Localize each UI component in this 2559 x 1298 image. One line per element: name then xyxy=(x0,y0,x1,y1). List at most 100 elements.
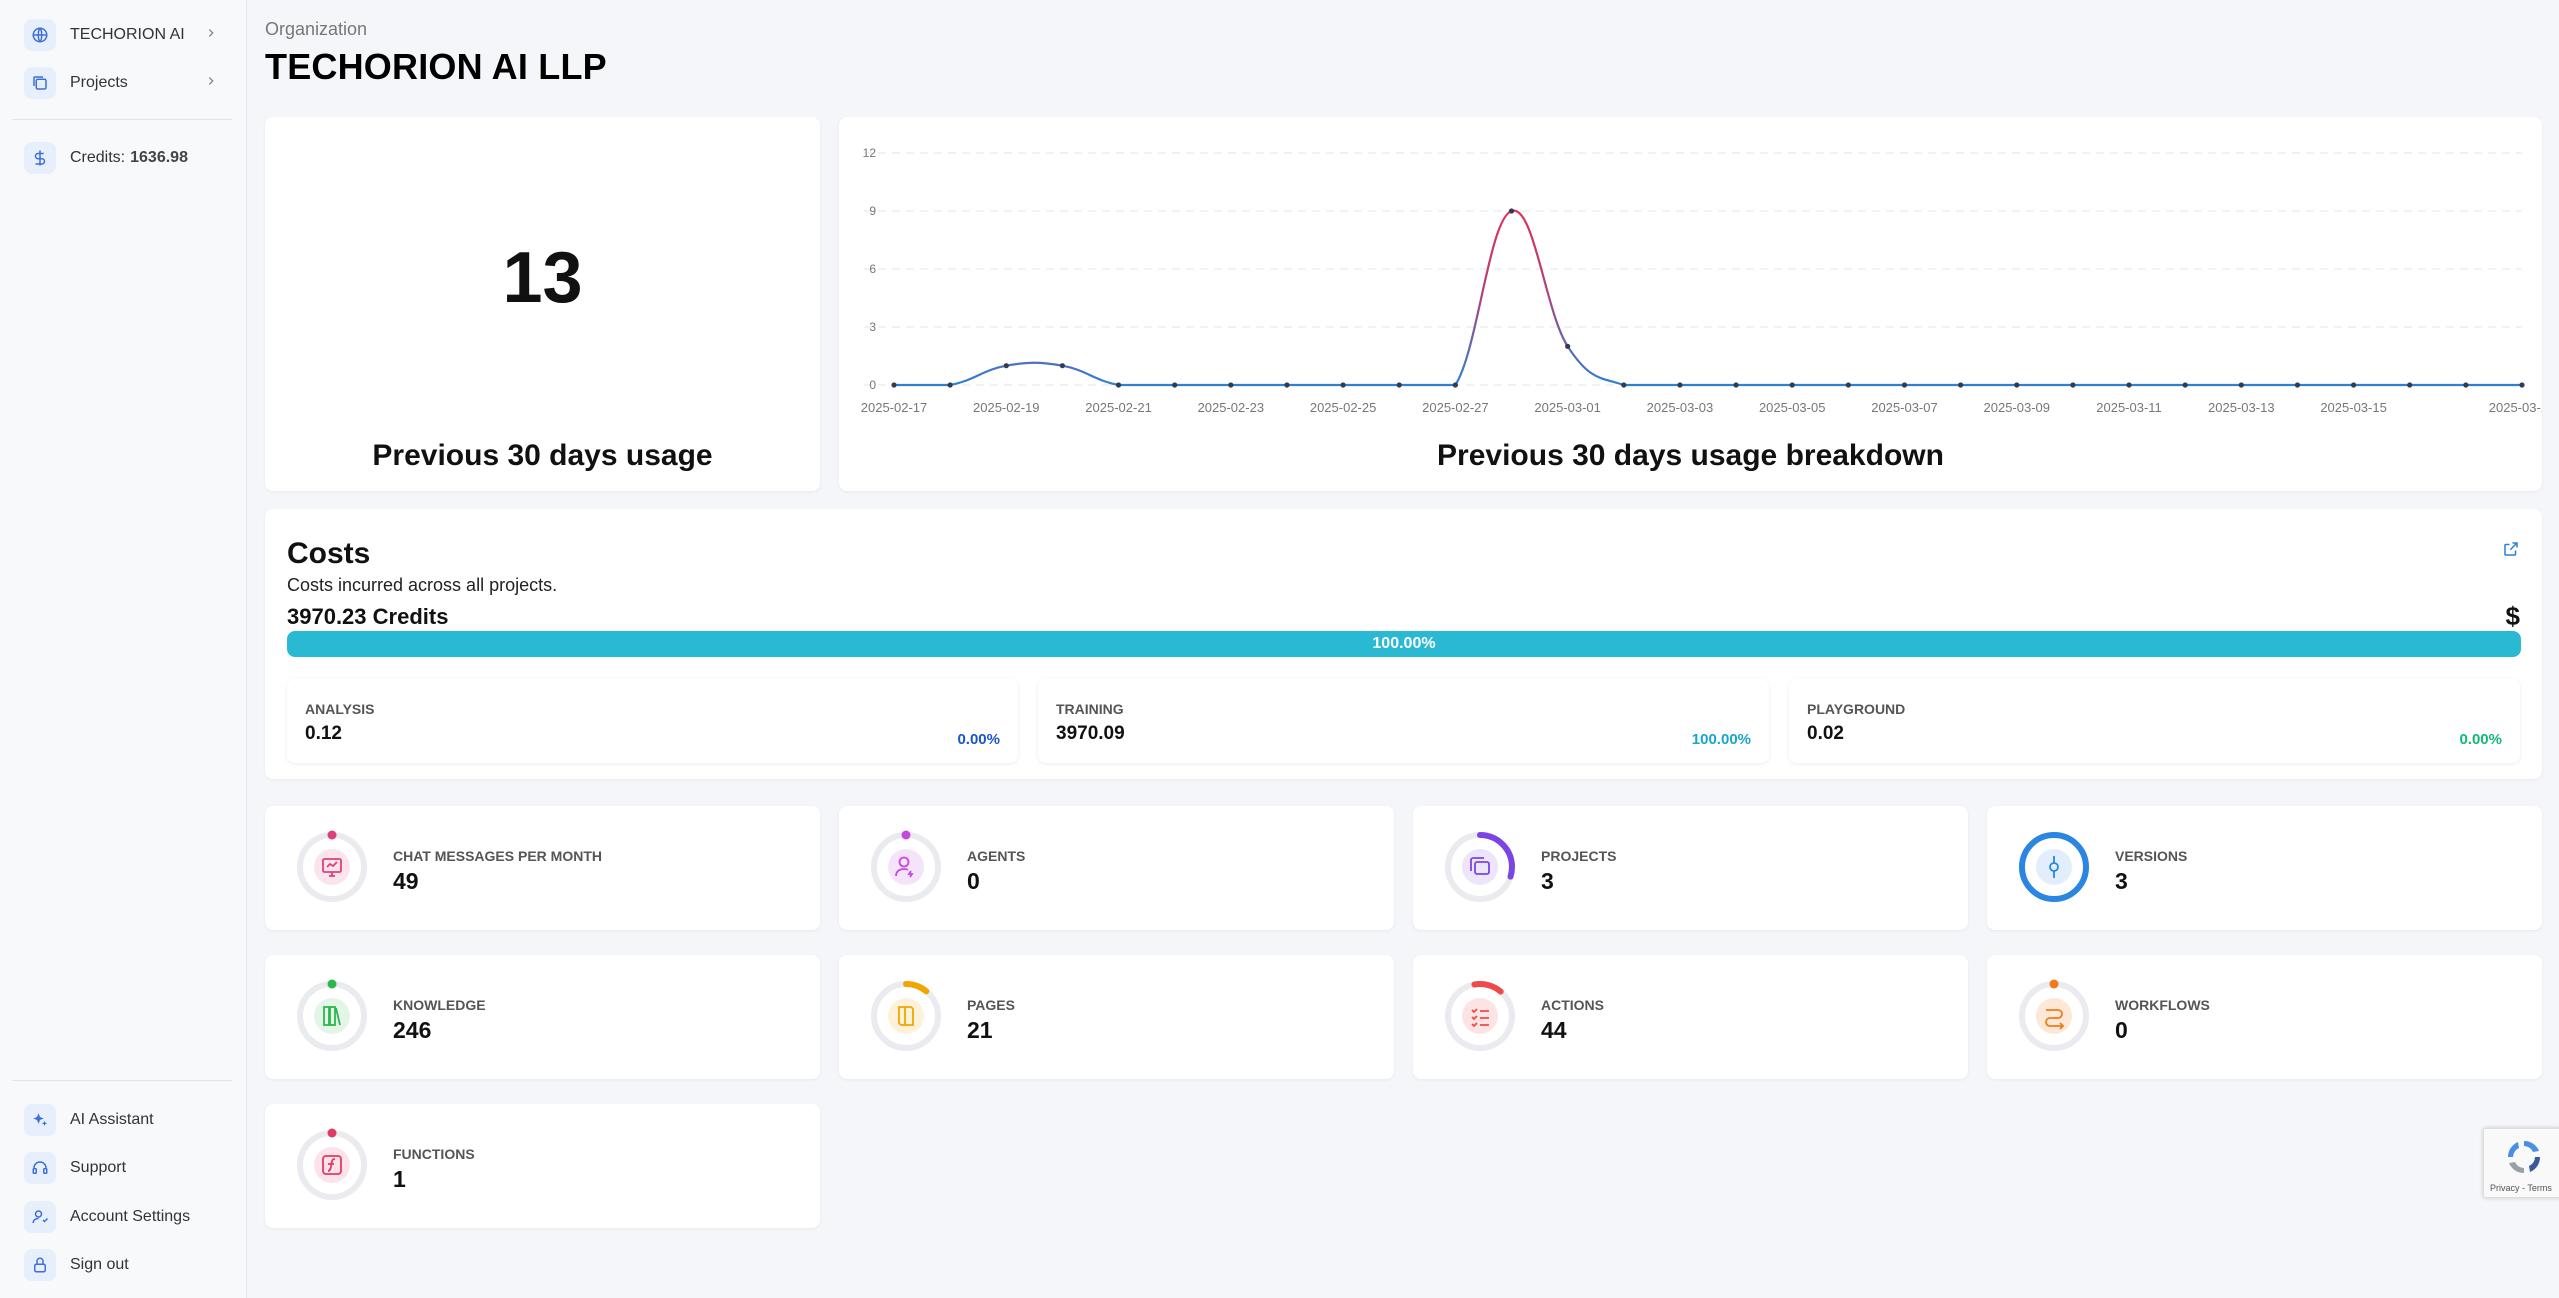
x-tick-label: 2025-02-17 xyxy=(861,400,928,415)
sidebar-item-label: Account Settings xyxy=(70,1208,191,1225)
cost-item-training: TRAINING 3970.09 100.00% xyxy=(1038,679,1769,763)
stat-actions[interactable]: ACTIONS 44 xyxy=(1413,955,1968,1079)
recaptcha-text: Privacy - Terms xyxy=(2490,1183,2552,1193)
data-point xyxy=(1958,382,1964,388)
chevron-right-icon xyxy=(204,26,218,45)
x-tick-label: 2025-03-05 xyxy=(1759,400,1826,415)
stat-chat-messages[interactable]: CHAT MESSAGES PER MONTH 49 xyxy=(265,806,820,930)
data-point xyxy=(1565,343,1571,349)
x-tick-label: 2025-03-15 xyxy=(2320,400,2387,415)
dollar-icon xyxy=(24,142,56,174)
version-icon xyxy=(2019,832,2089,902)
x-tick-label: 2025-03-03 xyxy=(1647,400,1714,415)
page-title: TECHORION AI LLP xyxy=(265,46,607,87)
sidebar-item-label: Projects xyxy=(70,74,128,91)
data-point xyxy=(1677,382,1683,388)
external-link-icon[interactable] xyxy=(2502,540,2520,563)
usage-total: 13 xyxy=(502,238,583,318)
data-point xyxy=(1845,382,1851,388)
projects-icon xyxy=(1445,832,1515,902)
org-switcher-label: TECHORION AI xyxy=(70,26,185,43)
data-point xyxy=(1733,382,1739,388)
cost-item-label: TRAINING xyxy=(1056,701,1124,717)
x-tick-label: 2025-02-27 xyxy=(1422,400,1489,415)
cost-item-percent: 100.00% xyxy=(1691,731,1751,748)
book-icon xyxy=(871,981,941,1051)
data-point xyxy=(1284,382,1290,388)
projects-icon xyxy=(24,67,56,99)
data-point xyxy=(1059,363,1066,369)
sidebar-item-projects[interactable]: Projects xyxy=(24,65,224,101)
x-tick-label: 2025-03-13 xyxy=(2208,400,2275,415)
cost-item-value: 0.02 xyxy=(1807,723,1844,744)
stat-pages[interactable]: PAGES 21 xyxy=(839,955,1394,1079)
cost-item-value: 3970.09 xyxy=(1056,723,1125,744)
data-point xyxy=(2014,382,2020,388)
y-tick-label: 9 xyxy=(869,204,876,218)
x-tick-label: 2025-02-21 xyxy=(1085,400,1152,415)
stat-knowledge[interactable]: KNOWLEDGE 246 xyxy=(265,955,820,1079)
x-tick-label: 2025-02-25 xyxy=(1310,400,1377,415)
data-point xyxy=(2519,382,2525,388)
x-tick-label: 2025-03-01 xyxy=(1534,400,1601,415)
data-point xyxy=(2463,382,2469,388)
stat-value: 0 xyxy=(967,868,980,894)
org-switcher[interactable]: TECHORION AI xyxy=(24,17,224,53)
cost-item-percent: 0.00% xyxy=(2459,731,2502,748)
cost-item-value: 0.12 xyxy=(305,723,342,744)
stat-value: 21 xyxy=(967,1017,993,1043)
breakdown-caption: Previous 30 days usage breakdown xyxy=(1437,439,1944,472)
stat-functions[interactable]: FUNCTIONS 1 xyxy=(265,1104,820,1228)
data-point xyxy=(1508,208,1515,214)
stat-label: KNOWLEDGE xyxy=(393,997,486,1013)
sidebar-item-label: Support xyxy=(70,1159,127,1176)
x-tick-label: 2025-03-11 xyxy=(2096,400,2162,415)
data-point xyxy=(2294,382,2301,388)
costs-subtitle: Costs incurred across all projects. xyxy=(287,575,558,595)
usage-breakdown-card: 0 3 6 9 12 2025-02-17 2025-02-19 2025-02-21 202… xyxy=(839,117,2542,491)
cost-item-label: ANALYSIS xyxy=(305,701,375,717)
sidebar-item-support[interactable]: Support xyxy=(24,1150,224,1186)
recaptcha-badge[interactable]: Privacy - Terms xyxy=(2483,1128,2559,1198)
recaptcha-icon xyxy=(2507,1140,2541,1174)
stat-value: 246 xyxy=(393,1017,432,1043)
stat-label: FUNCTIONS xyxy=(393,1146,475,1162)
stat-label: ACTIONS xyxy=(1541,997,1604,1013)
stat-value: 0 xyxy=(2115,1017,2128,1043)
y-tick-label: 6 xyxy=(869,262,876,276)
stat-projects[interactable]: PROJECTS 3 xyxy=(1413,806,1968,930)
dollar-icon: $ xyxy=(2505,601,2520,631)
stat-value: 3 xyxy=(2115,868,2128,894)
sidebar-item-ai-assistant[interactable]: AI Assistant xyxy=(24,1102,224,1138)
org-label: Organization xyxy=(265,19,368,39)
x-tick-label: 2025-03-07 xyxy=(1871,400,1938,415)
sparkle-icon xyxy=(24,1104,56,1136)
credits-value: 1636.98 xyxy=(130,149,188,166)
x-tick-label: 2025-03-18 xyxy=(2489,400,2542,415)
stat-versions[interactable]: VERSIONS 3 xyxy=(1987,806,2542,930)
data-point xyxy=(1621,382,1627,388)
costs-title: Costs xyxy=(287,537,371,570)
sidebar-divider xyxy=(12,119,232,120)
sidebar: TECHORION AI Projects Credits: 1636.98 A… xyxy=(0,0,247,1298)
stat-agents[interactable]: AGENTS 0 xyxy=(839,806,1394,930)
stat-workflows[interactable]: WORKFLOWS 0 xyxy=(1987,955,2542,1079)
data-point xyxy=(2070,382,2076,388)
costs-total: 3970.23 Credits xyxy=(287,604,449,629)
series-line xyxy=(894,209,2522,387)
sidebar-item-sign-out[interactable]: Sign out xyxy=(24,1247,224,1283)
stat-value: 1 xyxy=(393,1166,406,1192)
data-point xyxy=(1789,382,1795,388)
sidebar-item-account-settings[interactable]: Account Settings xyxy=(24,1199,224,1235)
user-settings-icon xyxy=(24,1201,56,1233)
data-point xyxy=(1396,382,1402,388)
costs-progress-bar: 100.00% xyxy=(287,631,2521,657)
data-point xyxy=(1115,382,1122,388)
costs-card: Costs Costs incurred across all projects… xyxy=(265,509,2542,779)
headset-icon xyxy=(24,1152,56,1184)
data-point xyxy=(2238,382,2244,388)
stat-value: 49 xyxy=(393,868,419,894)
x-tick-label: 2025-03-09 xyxy=(1984,400,2051,415)
data-point xyxy=(947,382,953,388)
stat-value: 3 xyxy=(1541,868,1554,894)
